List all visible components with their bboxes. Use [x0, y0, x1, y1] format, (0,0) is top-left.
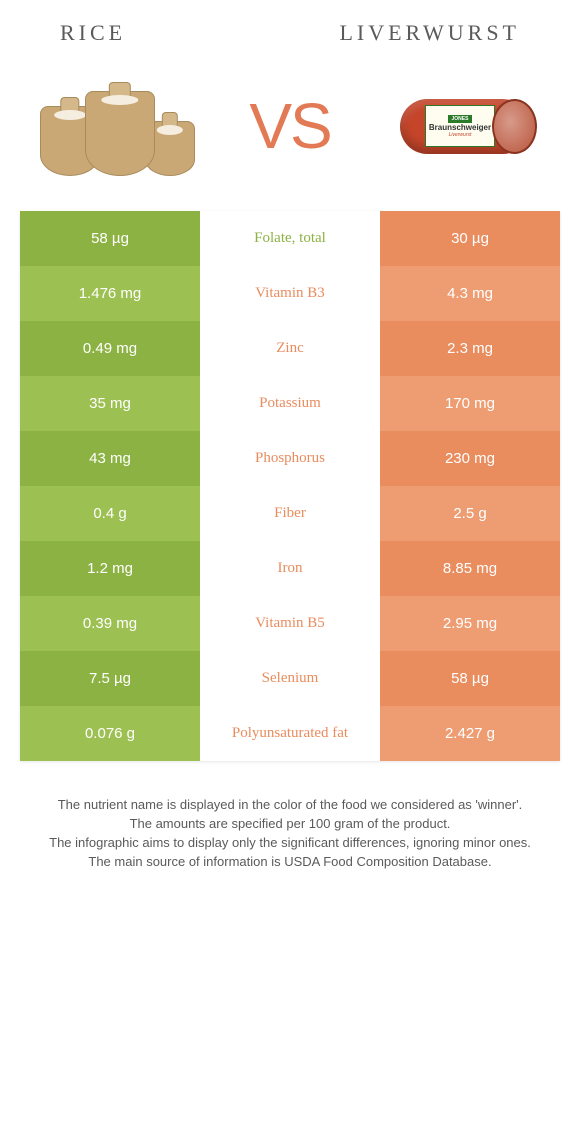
rice-bags-icon	[30, 71, 200, 181]
nutrient-name: Zinc	[200, 321, 380, 376]
sausage-brand: Braunschweiger	[429, 123, 491, 132]
right-value: 2.3 mg	[380, 321, 560, 376]
table-row: 0.39 mgVitamin B52.95 mg	[20, 596, 560, 651]
right-value: 2.427 g	[380, 706, 560, 761]
footnote-line: The amounts are specified per 100 gram o…	[25, 815, 555, 834]
left-value: 7.5 µg	[20, 651, 200, 706]
table-row: 58 µgFolate, total30 µg	[20, 211, 560, 266]
left-value: 0.39 mg	[20, 596, 200, 651]
left-value: 0.49 mg	[20, 321, 200, 376]
table-row: 43 mgPhosphorus230 mg	[20, 431, 560, 486]
table-row: 7.5 µgSelenium58 µg	[20, 651, 560, 706]
left-value: 1.2 mg	[20, 541, 200, 596]
nutrient-name: Vitamin B3	[200, 266, 380, 321]
right-value: 30 µg	[380, 211, 560, 266]
right-value: 4.3 mg	[380, 266, 560, 321]
table-row: 0.4 gFiber2.5 g	[20, 486, 560, 541]
nutrient-name: Polyunsaturated fat	[200, 706, 380, 761]
vs-label: VS	[249, 89, 330, 163]
nutrient-name: Selenium	[200, 651, 380, 706]
header-left: RICE	[60, 20, 126, 46]
sausage-icon: JONES Braunschweiger Liverwurst	[385, 91, 545, 161]
left-value: 43 mg	[20, 431, 200, 486]
rice-image	[30, 66, 200, 186]
nutrient-name: Phosphorus	[200, 431, 380, 486]
nutrient-name: Vitamin B5	[200, 596, 380, 651]
sausage-sub: Liverwurst	[449, 132, 472, 138]
left-value: 0.076 g	[20, 706, 200, 761]
right-value: 2.95 mg	[380, 596, 560, 651]
left-value: 0.4 g	[20, 486, 200, 541]
nutrient-name: Fiber	[200, 486, 380, 541]
right-value: 58 µg	[380, 651, 560, 706]
right-value: 230 mg	[380, 431, 560, 486]
right-value: 170 mg	[380, 376, 560, 431]
nutrient-table: 58 µgFolate, total30 µg1.476 mgVitamin B…	[20, 211, 560, 761]
header: RICE LIVERWURST	[0, 0, 580, 56]
footnote-line: The nutrient name is displayed in the co…	[25, 796, 555, 815]
footnote-line: The infographic aims to display only the…	[25, 834, 555, 853]
table-row: 0.49 mgZinc2.3 mg	[20, 321, 560, 376]
left-value: 1.476 mg	[20, 266, 200, 321]
sausage-logo: JONES	[448, 115, 473, 123]
table-row: 0.076 gPolyunsaturated fat2.427 g	[20, 706, 560, 761]
footnotes: The nutrient name is displayed in the co…	[0, 761, 580, 871]
liverwurst-image: JONES Braunschweiger Liverwurst	[380, 66, 550, 186]
left-value: 35 mg	[20, 376, 200, 431]
table-row: 35 mgPotassium170 mg	[20, 376, 560, 431]
nutrient-name: Potassium	[200, 376, 380, 431]
nutrient-name: Iron	[200, 541, 380, 596]
vs-row: VS JONES Braunschweiger Liverwurst	[0, 56, 580, 211]
right-value: 8.85 mg	[380, 541, 560, 596]
nutrient-name: Folate, total	[200, 211, 380, 266]
right-value: 2.5 g	[380, 486, 560, 541]
left-value: 58 µg	[20, 211, 200, 266]
header-right: LIVERWURST	[339, 20, 520, 46]
footnote-line: The main source of information is USDA F…	[25, 853, 555, 872]
table-row: 1.2 mgIron8.85 mg	[20, 541, 560, 596]
table-row: 1.476 mgVitamin B34.3 mg	[20, 266, 560, 321]
